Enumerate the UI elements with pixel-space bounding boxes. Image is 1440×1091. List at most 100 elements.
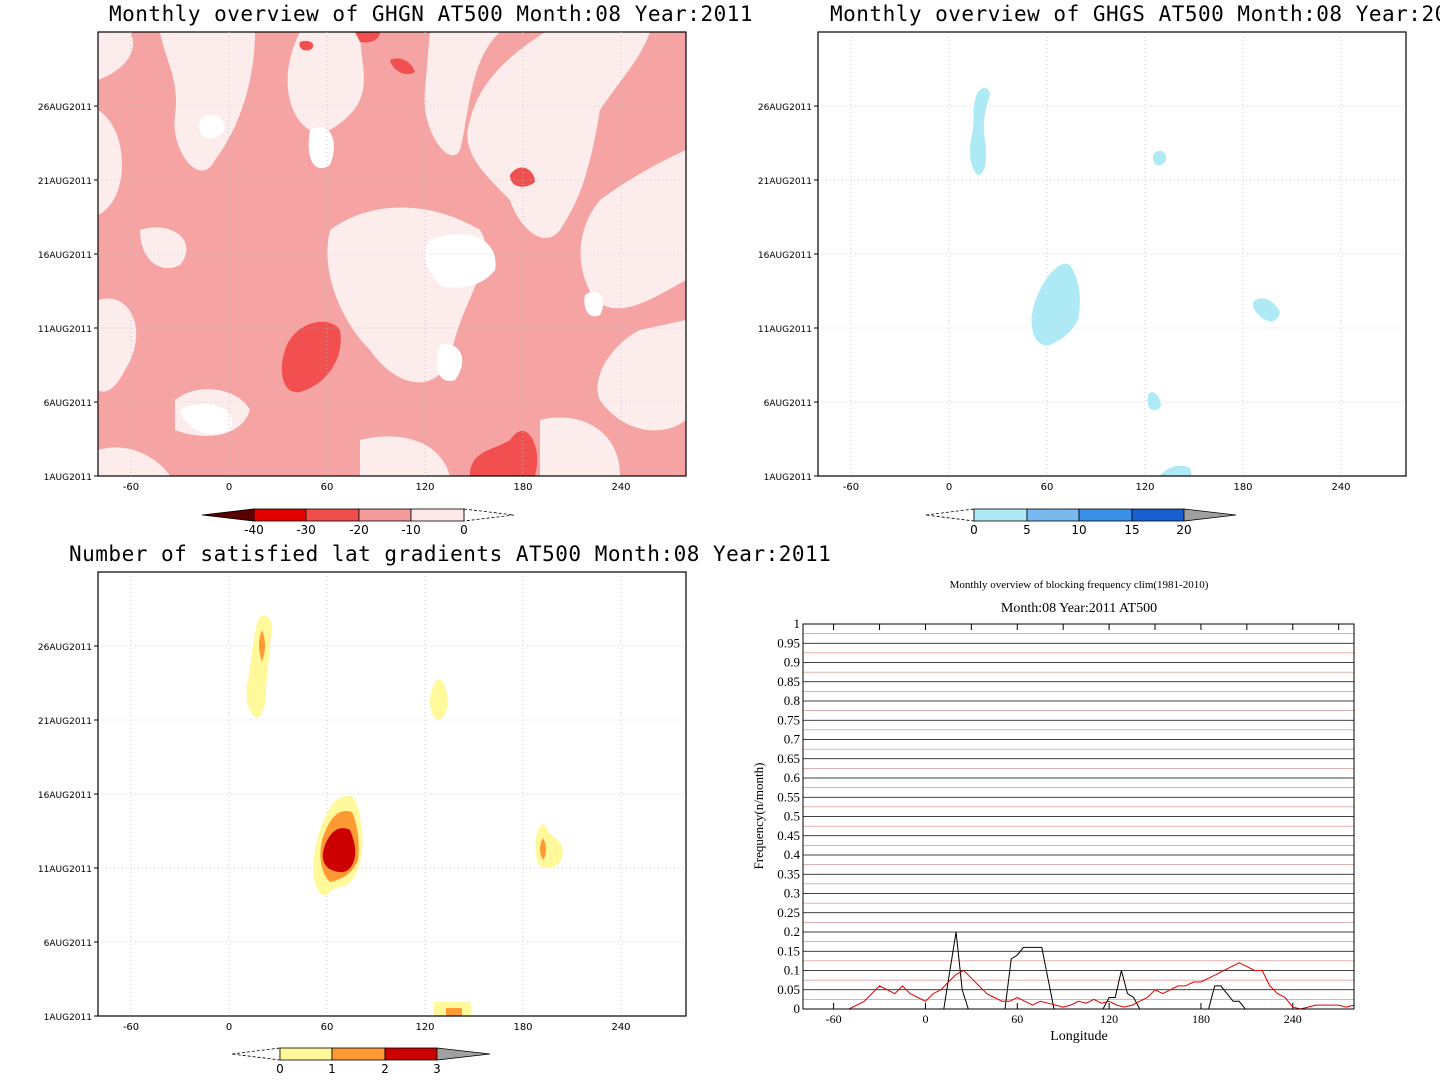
gradients-xtick-label: 120 (415, 1022, 434, 1033)
frequency-gridlines (803, 623, 1354, 1010)
frequency-xtick-label: 120 (1100, 1012, 1118, 1026)
frequency-title: Month:08 Year:2011 AT500 (1001, 601, 1157, 616)
gradients-ytick-label: 1AUG2011 (44, 1013, 92, 1023)
ghgs-y-ticks (814, 105, 818, 477)
ghgn-cb-label: 0 (460, 523, 468, 537)
gradients-cb-label: 1 (328, 1062, 336, 1076)
frequency-series-line-1 (803, 962, 1355, 1010)
frequency-ytick-label: 0.85 (777, 674, 800, 689)
gradients-colorbar: 0 1 2 3 (231, 1047, 491, 1076)
ghgn-ytick-label: 6AUG2011 (44, 399, 92, 409)
ghgn-xtick-label: 240 (611, 482, 630, 493)
frequency-xtick-label: 60 (1011, 1012, 1023, 1026)
frequency-ytick-label: 0.4 (784, 847, 801, 862)
ghgs-cb-label: 15 (1124, 523, 1139, 537)
frequency-xlabel: Longitude (1050, 1029, 1108, 1044)
frequency-xtick-label: 0 (922, 1012, 928, 1026)
frequency-ytick-label: 0.95 (777, 635, 800, 650)
gradients-xtick-label: -60 (123, 1022, 139, 1033)
ghgn-colorbar: -40 -30 -20 -10 0 (201, 508, 515, 537)
ghgs-ytick-label: 26AUG2011 (758, 103, 812, 113)
ghgs-y-labels: 1AUG2011 6AUG2011 11AUG2011 16AUG2011 21… (758, 103, 812, 483)
gradients-xtick-label: 0 (226, 1022, 232, 1033)
gradients-xtick-label: 180 (513, 1022, 532, 1033)
gradients-cb-label: 2 (381, 1062, 389, 1076)
ghgs-cb-label: 10 (1071, 523, 1086, 537)
frequency-xtick-label: 240 (1284, 1012, 1302, 1026)
gradients-xtick-label: 240 (611, 1022, 630, 1033)
ghgs-cb-label: 0 (970, 523, 978, 537)
frequency-ytick-label: 0.9 (784, 655, 800, 670)
gradients-ytick-label: 16AUG2011 (38, 791, 92, 801)
gradients-ytick-label: 21AUG2011 (38, 717, 92, 727)
frequency-ytick-label: 0.55 (777, 789, 800, 804)
ghgs-xtick-label: 180 (1233, 482, 1252, 493)
ghgn-y-labels: 1AUG2011 6AUG2011 11AUG2011 16AUG2011 21… (38, 103, 92, 483)
frequency-ytick-label: 0.8 (784, 693, 800, 708)
frequency-xtick-label: 180 (1192, 1012, 1210, 1026)
ghgn-ytick-label: 21AUG2011 (38, 177, 92, 187)
ghgn-xtick-label: -60 (123, 482, 139, 493)
ghgs-xtick-label: 120 (1135, 482, 1154, 493)
ghgn-title: Monthly overview of GHGN AT500 Month:08 … (109, 2, 754, 26)
ghgs-colorbar: 0 5 10 15 20 (925, 508, 1237, 537)
ghgs-plot: 1AUG2011 6AUG2011 11AUG2011 16AUG2011 21… (758, 31, 1407, 537)
ghgn-xtick-label: 60 (321, 482, 334, 493)
ghgn-cb-label: -10 (401, 523, 421, 537)
ghgs-xtick-label: 60 (1041, 482, 1054, 493)
frequency-ytick-label: 0.3 (784, 886, 800, 901)
gradients-cb-label: 0 (276, 1062, 284, 1076)
ghgs-ytick-label: 21AUG2011 (758, 177, 812, 187)
gradients-cb-label: 3 (433, 1062, 441, 1076)
gradients-ytick-label: 26AUG2011 (38, 643, 92, 653)
ghgs-cb-label: 20 (1176, 523, 1191, 537)
frequency-suptitle: Monthly overview of blocking frequency c… (950, 579, 1209, 591)
frequency-y-ticks: 0 0.05 0.1 0.15 0.2 0.25 0.3 0.35 0.4 0.45 0.5 0.55… (777, 616, 800, 1016)
frequency-x-ticks: -60 0 60 120 180 240 (826, 624, 1340, 1026)
ghgn-y-ticks (94, 105, 98, 477)
ghgn-ytick-label: 1AUG2011 (44, 473, 92, 483)
ghgn-light-regions (98, 32, 686, 476)
ghgn-xtick-label: 0 (226, 482, 232, 493)
ghgs-xtick-label: 0 (946, 482, 952, 493)
ghgn-x-labels: -60 0 60 120 180 240 (123, 482, 631, 493)
frequency-ytick-label: 0.75 (777, 712, 800, 727)
gradients-level3 (322, 828, 356, 873)
ghgs-title: Monthly overview of GHGS AT500 Month:08 … (830, 2, 1440, 26)
ghgs-ytick-label: 16AUG2011 (758, 251, 812, 261)
gradients-ytick-label: 11AUG2011 (38, 865, 92, 875)
ghgn-cb-label: -30 (296, 523, 316, 537)
gradients-x-labels: -60 0 60 120 180 240 (123, 1022, 631, 1033)
ghgn-xtick-label: 180 (513, 482, 532, 493)
ghgn-ytick-label: 16AUG2011 (38, 251, 92, 261)
ghgn-cb-label: -20 (349, 523, 369, 537)
ghgn-xtick-label: 120 (415, 482, 434, 493)
frequency-ytick-label: 0.6 (784, 770, 801, 785)
ghgs-ytick-label: 6AUG2011 (764, 399, 812, 409)
frequency-ytick-label: 0.05 (777, 982, 800, 997)
ghgn-ytick-label: 11AUG2011 (38, 325, 92, 335)
frequency-ytick-label: 0 (794, 1001, 801, 1016)
gradients-title: Number of satisfied lat gradients AT500 … (69, 542, 832, 566)
ghgn-plot: 1AUG2011 6AUG2011 11AUG2011 16AUG2011 21… (38, 31, 687, 537)
ghgn-white-regions (180, 114, 604, 434)
ghgs-x-labels: -60 0 60 120 180 240 (843, 482, 1351, 493)
frequency-xtick-label: -60 (826, 1012, 842, 1026)
frequency-ytick-label: 0.25 (777, 905, 800, 920)
ghgs-ytick-label: 11AUG2011 (758, 325, 812, 335)
ghgs-ytick-label: 1AUG2011 (764, 473, 812, 483)
frequency-ytick-label: 0.2 (784, 924, 800, 939)
frequency-ytick-label: 0.5 (784, 809, 800, 824)
ghgn-colorbar-arrow-open (463, 508, 515, 522)
frequency-ytick-label: 0.1 (784, 963, 800, 978)
frequency-ytick-label: 0.65 (777, 751, 800, 766)
frequency-ytick-label: 0.15 (777, 943, 800, 958)
ghgn-mid-regions (281, 32, 538, 476)
frequency-ytick-label: 0.7 (784, 732, 801, 747)
ghgs-cb-label: 5 (1023, 523, 1031, 537)
gradients-ytick-label: 6AUG2011 (44, 939, 92, 949)
ghgs-colorbar-arrow (1183, 508, 1237, 522)
gradients-y-labels: 1AUG2011 6AUG2011 11AUG2011 16AUG2011 21… (38, 643, 92, 1023)
